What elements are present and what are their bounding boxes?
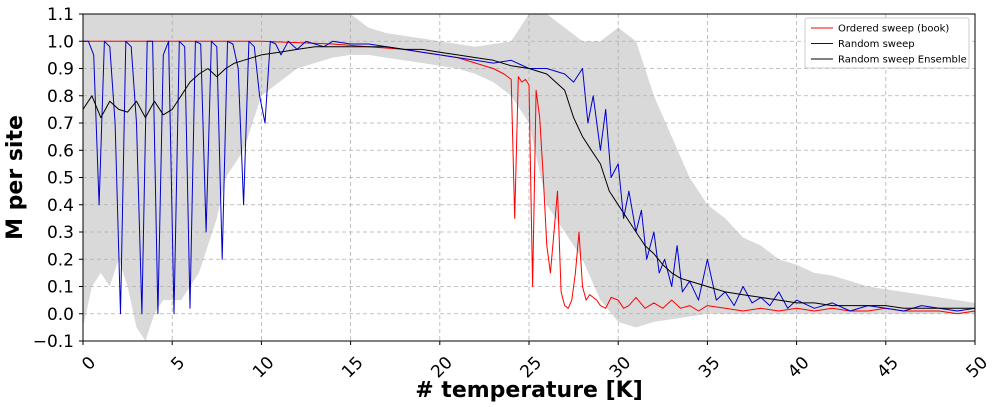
legend: Ordered sweep (book) Random sweep Random s…: [804, 17, 970, 69]
y-tick-label: −0.1: [33, 332, 74, 352]
series-layer: [82, 40, 976, 315]
series-line-1: [83, 40, 976, 315]
grid-layer: [82, 13, 976, 342]
y-axis-label: M per site: [3, 115, 28, 240]
y-tick-label: 0.3: [47, 223, 74, 243]
series-line-3: [82, 46, 975, 309]
y-tick-label: 0.6: [47, 141, 74, 161]
y-tick-label: 1.0: [47, 32, 74, 52]
y-tick-label: 0.5: [47, 169, 74, 189]
legend-label: Ordered sweep (book): [838, 24, 949, 35]
y-tick-label: 0.4: [47, 196, 74, 216]
legend-label: Random sweep: [838, 39, 915, 50]
y-axis-ticks: −0.1 0.0 0.1 0.2 0.3 0.4 0.5 0.6 0.7 0.8 0.9 1.0 1.1: [33, 5, 83, 352]
x-axis-label: # temperature [K]: [415, 378, 643, 403]
y-tick-label: 1.1: [47, 5, 74, 25]
legend-label: Random sweep Ensemble: [838, 55, 967, 66]
series-line-2: [83, 40, 976, 315]
y-tick-label: 0.1: [47, 278, 74, 298]
y-tick-label: 0.9: [47, 60, 74, 80]
y-tick-label: 0.0: [47, 305, 74, 325]
y-tick-label: 0.7: [47, 114, 74, 134]
legend-box: [804, 17, 970, 69]
y-tick-label: 0.2: [47, 250, 74, 270]
y-tick-label: 0.8: [47, 87, 74, 107]
